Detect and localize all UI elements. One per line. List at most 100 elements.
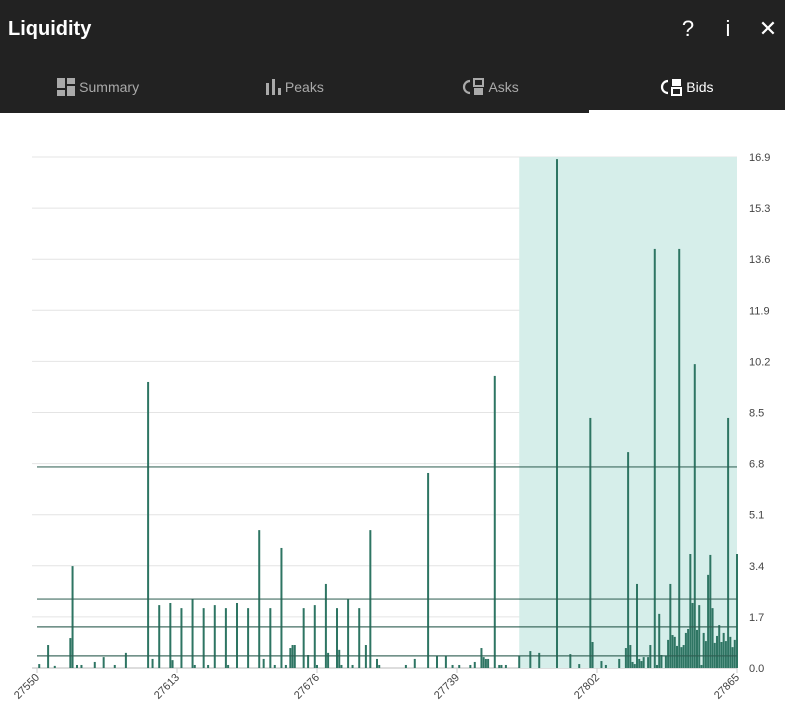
- x-tick-label: 27739: [432, 672, 462, 702]
- bar: [718, 625, 721, 668]
- bar: [676, 645, 678, 668]
- bar: [213, 605, 216, 668]
- y-tick-label: 15.3: [749, 203, 770, 215]
- bar: [436, 655, 438, 668]
- bar: [289, 648, 292, 668]
- y-tick-label: 1.7: [749, 612, 764, 624]
- bar: [698, 605, 701, 668]
- bar: [224, 608, 227, 668]
- bar: [273, 664, 276, 668]
- tab-label: Peaks: [284, 78, 324, 95]
- bar: [262, 658, 265, 668]
- bar: [469, 664, 472, 668]
- bar: [193, 664, 196, 668]
- bar: [351, 664, 354, 668]
- bar: [647, 657, 650, 668]
- bar: [736, 554, 738, 668]
- bar: [316, 664, 318, 668]
- bar: [171, 660, 174, 668]
- bar: [629, 645, 632, 668]
- bar: [498, 664, 501, 668]
- bar: [487, 658, 490, 668]
- bar: [684, 632, 687, 668]
- bar: [660, 654, 663, 668]
- bar: [71, 566, 74, 668]
- bar: [340, 664, 343, 668]
- help-icon[interactable]: ?: [681, 16, 695, 41]
- bar: [53, 665, 56, 668]
- x-tick-label: 27676: [292, 672, 322, 702]
- tab-peaks[interactable]: Peaks: [196, 60, 392, 113]
- bar: [444, 655, 447, 668]
- y-tick-label: 13.6: [749, 254, 770, 266]
- bar: [236, 602, 238, 668]
- y-tick-label: 5.1: [749, 510, 764, 522]
- bar: [124, 652, 127, 668]
- bar: [722, 632, 725, 668]
- bar: [689, 554, 692, 668]
- bar: [482, 657, 485, 668]
- bar: [696, 629, 698, 668]
- bar: [724, 641, 727, 668]
- bar: [284, 664, 287, 668]
- bar: [702, 632, 705, 668]
- bar: [538, 652, 541, 668]
- title-bar: Liquidity ? i ✕: [0, 0, 785, 60]
- bar: [716, 635, 718, 668]
- tab-summary[interactable]: Summary: [0, 60, 196, 113]
- tab-label: Summary: [79, 78, 140, 95]
- bar: [518, 655, 521, 668]
- bar: [151, 658, 154, 668]
- dashboard-icon: [57, 77, 76, 96]
- y-tick-label: 0.0: [749, 663, 764, 675]
- bar: [556, 159, 558, 668]
- bar: [480, 648, 483, 668]
- bar: [691, 602, 694, 668]
- bar: [693, 364, 696, 668]
- bar: [504, 664, 507, 668]
- bar: [669, 583, 672, 668]
- bar: [680, 647, 683, 668]
- tab-bids[interactable]: Bids: [588, 60, 785, 113]
- tab-label: Bids: [686, 78, 714, 95]
- bar: [631, 661, 634, 668]
- tab-asks[interactable]: Asks: [393, 60, 589, 113]
- bar: [709, 554, 712, 668]
- bar: [413, 658, 416, 668]
- bar: [682, 645, 685, 668]
- bar: [642, 657, 645, 668]
- bar: [207, 664, 210, 668]
- asks-icon: [463, 77, 485, 95]
- bar: [269, 608, 272, 668]
- bar: [569, 654, 572, 668]
- bar: [376, 658, 378, 668]
- bar: [307, 654, 310, 668]
- x-tick-label: 27613: [152, 672, 182, 702]
- bar: [484, 658, 487, 668]
- y-tick-label: 6.8: [749, 459, 764, 471]
- bar: [627, 452, 630, 668]
- bar: [664, 655, 667, 668]
- bar: [113, 664, 116, 668]
- bar: [529, 651, 532, 668]
- bar: [427, 472, 430, 668]
- bar: [302, 608, 305, 668]
- bar: [653, 248, 656, 668]
- bar: [640, 661, 643, 668]
- bar: [280, 547, 283, 668]
- bar: [671, 635, 674, 668]
- close-icon[interactable]: ✕: [758, 16, 778, 41]
- bar: [378, 664, 381, 668]
- bar: [600, 661, 603, 668]
- bar: [202, 608, 205, 668]
- bar: [667, 639, 670, 668]
- tab-label: Asks: [488, 78, 519, 95]
- bar: [404, 664, 407, 668]
- info-icon[interactable]: i: [725, 16, 731, 41]
- bar: [47, 645, 50, 668]
- bar: [69, 638, 72, 668]
- bar: [38, 664, 41, 668]
- bar: [364, 645, 367, 668]
- bar: [618, 658, 621, 668]
- bar: [158, 605, 161, 668]
